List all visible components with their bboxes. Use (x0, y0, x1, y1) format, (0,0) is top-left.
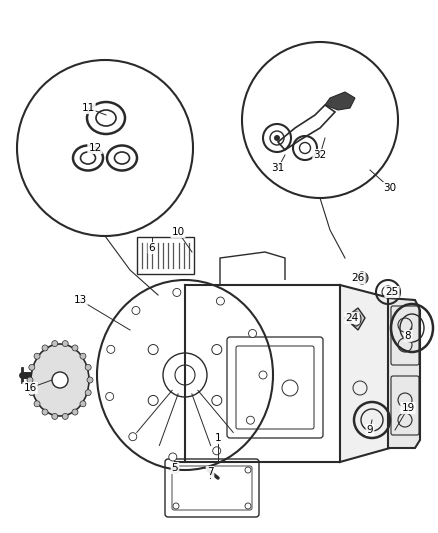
Text: 24: 24 (346, 313, 359, 323)
Text: 10: 10 (171, 227, 184, 237)
Circle shape (29, 365, 35, 370)
Circle shape (80, 401, 86, 407)
Text: 16: 16 (23, 383, 37, 393)
Circle shape (274, 135, 280, 141)
Text: 12: 12 (88, 143, 102, 153)
Circle shape (42, 345, 48, 351)
Text: 6: 6 (148, 243, 155, 253)
Circle shape (27, 377, 33, 383)
Text: 5: 5 (172, 463, 178, 473)
Circle shape (72, 345, 78, 351)
Polygon shape (325, 92, 355, 110)
Circle shape (106, 392, 113, 400)
Circle shape (213, 447, 221, 455)
Text: 31: 31 (272, 163, 285, 173)
Circle shape (85, 365, 91, 370)
Circle shape (107, 345, 115, 353)
Circle shape (34, 353, 40, 359)
Circle shape (42, 409, 48, 415)
Circle shape (62, 341, 68, 346)
Circle shape (216, 297, 224, 305)
Ellipse shape (31, 344, 89, 416)
Circle shape (34, 401, 40, 407)
Circle shape (129, 433, 137, 441)
Text: 9: 9 (367, 425, 373, 435)
Text: 13: 13 (74, 295, 87, 305)
Circle shape (62, 414, 68, 419)
Circle shape (132, 306, 140, 314)
Circle shape (80, 353, 86, 359)
Circle shape (242, 42, 398, 198)
Polygon shape (345, 308, 365, 330)
Circle shape (72, 409, 78, 415)
Circle shape (248, 329, 257, 337)
Circle shape (247, 416, 254, 424)
Text: 7: 7 (207, 467, 213, 477)
Circle shape (52, 372, 68, 388)
Text: 8: 8 (405, 331, 411, 341)
Polygon shape (340, 285, 395, 462)
Polygon shape (388, 298, 420, 448)
Circle shape (17, 60, 193, 236)
Text: 30: 30 (383, 183, 396, 193)
Text: 19: 19 (401, 403, 415, 413)
Circle shape (85, 390, 91, 395)
Circle shape (169, 453, 177, 461)
Circle shape (259, 371, 267, 379)
Circle shape (359, 275, 365, 281)
Circle shape (356, 272, 368, 284)
Text: 25: 25 (385, 287, 399, 297)
Text: 32: 32 (313, 150, 327, 160)
FancyBboxPatch shape (137, 237, 194, 274)
Circle shape (52, 341, 58, 346)
Text: 1: 1 (215, 433, 221, 443)
Circle shape (29, 390, 35, 395)
Text: 11: 11 (81, 103, 95, 113)
Text: 26: 26 (351, 273, 364, 283)
Circle shape (52, 414, 58, 419)
Circle shape (173, 288, 181, 296)
Circle shape (87, 377, 93, 383)
